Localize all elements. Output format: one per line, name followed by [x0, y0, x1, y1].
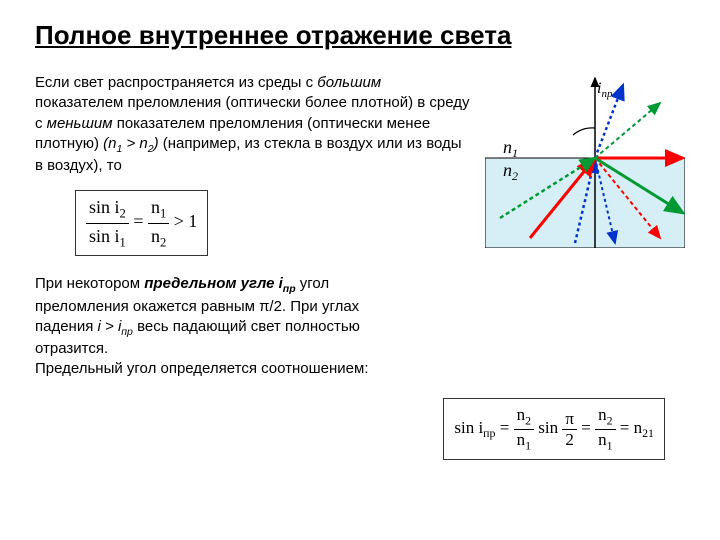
diag-n1sub: 1: [512, 146, 518, 160]
f1-den1: sin i: [89, 226, 120, 246]
formula-2: sin iпр = n2n1 sin π2 = n2n1 = n21: [443, 398, 665, 460]
f1-num2: n: [151, 197, 160, 217]
f2-mid: sin: [534, 418, 562, 437]
f1-num2sub: 1: [160, 207, 166, 221]
svg-text:iпр: iпр: [597, 80, 613, 100]
f1-tail: > 1: [169, 211, 197, 231]
formula-1: sin i2sin i1 = n1n2 > 1: [75, 190, 208, 256]
f2-eq3: = n: [616, 418, 643, 437]
p2-f: Предельный угол определяется соотношение…: [35, 360, 369, 377]
p1-f: (n: [103, 135, 116, 152]
f2-eq2: =: [577, 418, 595, 437]
paragraph-1: Если свет распространяется из среды с бо…: [35, 73, 473, 176]
f1-den2: n: [151, 226, 160, 246]
paragraph-2: При некотором предельном угле iпр угол п…: [35, 274, 415, 379]
p2-d: i > iпр: [98, 318, 133, 335]
p1-h: > n: [122, 135, 147, 152]
f1-num1sub: 2: [120, 207, 126, 221]
text-column: Если свет распространяется из среды с бо…: [35, 73, 473, 274]
p2-b: предельном угле iпр: [144, 275, 295, 292]
diag-isub: пр: [601, 88, 613, 100]
f2-presub: пр: [483, 426, 495, 440]
f1-den2sub: 2: [160, 235, 166, 249]
p1-b: большим: [317, 74, 381, 91]
f2-pre: sin i: [454, 418, 483, 437]
ray-diagram: iпр n1 n2: [485, 73, 685, 274]
f1-num1: sin i: [89, 197, 120, 217]
p1-a: Если свет распространяется из среды с: [35, 74, 317, 91]
f1-den1sub: 1: [120, 235, 126, 249]
p2-a: При некотором: [35, 275, 144, 292]
f1-eq: =: [129, 211, 148, 231]
diag-n2: n: [503, 160, 512, 180]
page-title: Полное внутреннее отражение света: [35, 20, 685, 51]
p1-d: меньшим: [47, 115, 113, 132]
content-row: Если свет распространяется из среды с бо…: [35, 73, 685, 274]
diag-n2sub: 2: [512, 169, 518, 183]
f2-tailsub: 21: [642, 426, 654, 440]
f2-eq1: =: [495, 418, 513, 437]
diag-n1: n: [503, 137, 512, 157]
svg-text:n1: n1: [503, 137, 518, 160]
